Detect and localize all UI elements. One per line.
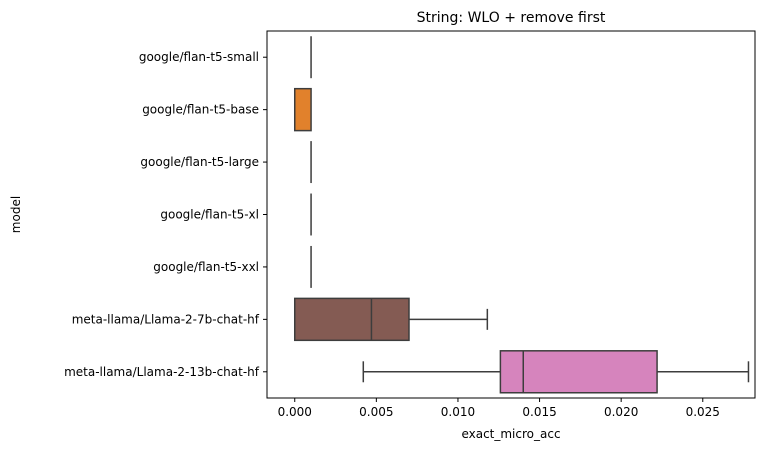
- x-tick-label: 0.015: [522, 405, 556, 419]
- y-axis: google/flan-t5-small google/flan-t5-base g…: [64, 50, 267, 379]
- x-tick-label: 0.010: [441, 405, 475, 419]
- y-tick-label: google/flan-t5-large: [140, 155, 259, 169]
- y-tick-label: meta-llama/Llama-2-13b-chat-hf: [64, 365, 260, 379]
- x-axis-label: exact_micro_acc: [461, 427, 560, 441]
- chart-title: String: WLO + remove first: [417, 10, 606, 26]
- y-tick-label: google/flan-t5-small: [139, 50, 259, 64]
- x-tick-label: 0.000: [278, 405, 312, 419]
- boxes-layer: [293, 36, 750, 394]
- box-7: [362, 350, 750, 394]
- y-axis-label: model: [9, 196, 23, 233]
- plot-frame: [266, 30, 756, 399]
- box-6: [293, 297, 489, 342]
- y-tick-label: google/flan-t5-xxl: [153, 260, 259, 274]
- x-axis: 0.000 0.005 0.010 0.015 0.020 0.025: [278, 398, 720, 419]
- box-iqr: [293, 297, 410, 342]
- y-tick-label: meta-llama/Llama-2-7b-chat-hf: [72, 312, 260, 326]
- y-tick-label: google/flan-t5-base: [142, 103, 259, 117]
- box-iqr: [499, 350, 658, 394]
- box-iqr: [293, 87, 312, 132]
- y-tick-label: google/flan-t5-xl: [160, 208, 259, 222]
- x-tick-label: 0.020: [604, 405, 638, 419]
- x-tick-label: 0.025: [686, 405, 720, 419]
- x-tick-label: 0.005: [359, 405, 393, 419]
- box-2: [293, 87, 312, 132]
